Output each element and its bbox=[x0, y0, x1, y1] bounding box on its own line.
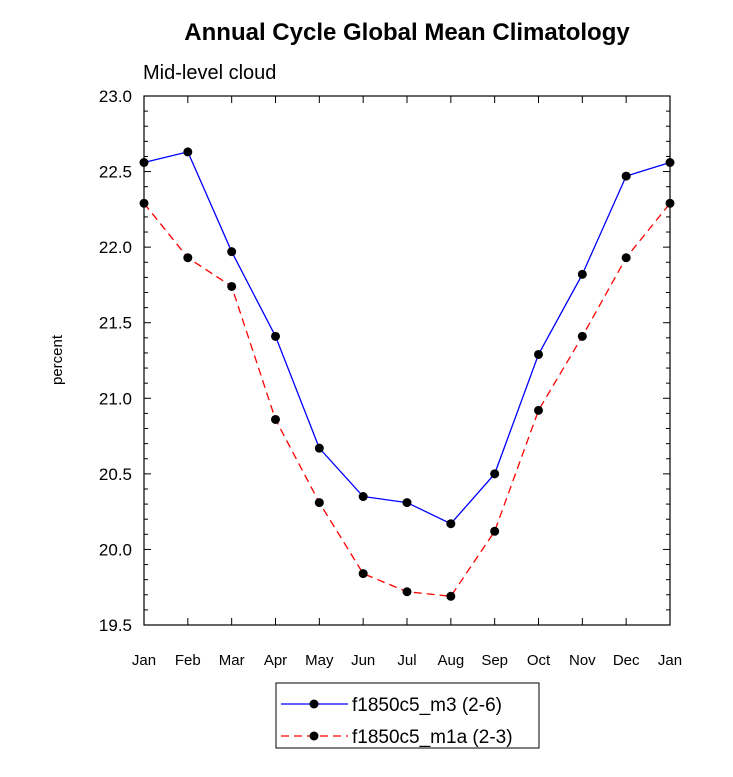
data-point bbox=[271, 414, 280, 424]
y-tick-label: 22.5 bbox=[99, 163, 132, 182]
data-point bbox=[665, 198, 675, 208]
data-point bbox=[314, 443, 324, 453]
axes: 19.5 20.0 20.5 21.0 21.5 22.0 22.5 23.0 Jan Feb Ma… bbox=[99, 87, 682, 669]
y-axis-label: percent bbox=[49, 334, 66, 385]
series-line-2 bbox=[143, 202, 671, 597]
data-point bbox=[227, 281, 237, 291]
data-point bbox=[490, 469, 500, 479]
y-tick-label: 20.0 bbox=[99, 540, 132, 559]
data-point bbox=[358, 569, 368, 579]
data-point bbox=[271, 331, 280, 341]
x-tick-label: Jan bbox=[658, 652, 682, 669]
data-point bbox=[358, 492, 368, 502]
x-tick-label: Nov bbox=[569, 652, 596, 669]
chart-title: Annual Cycle Global Mean Climatology bbox=[184, 19, 630, 46]
data-point bbox=[402, 587, 412, 597]
x-tick-label: Mar bbox=[219, 652, 245, 669]
data-point bbox=[621, 253, 631, 263]
data-point bbox=[577, 269, 587, 279]
data-point bbox=[490, 526, 500, 536]
legend-marker bbox=[309, 699, 319, 709]
x-tick-label: May bbox=[305, 652, 334, 669]
data-point bbox=[621, 171, 631, 181]
legend-label: f1850c5_m3 (2-6) bbox=[352, 695, 502, 716]
y-tick-label: 21.0 bbox=[99, 389, 132, 408]
plot-frame bbox=[143, 95, 671, 626]
data-point bbox=[446, 591, 456, 601]
x-tick-label: Oct bbox=[527, 652, 551, 669]
x-tick-label: Sep bbox=[481, 652, 508, 669]
data-point bbox=[446, 519, 456, 529]
y-tick-label: 19.5 bbox=[99, 616, 132, 635]
series-line-1 bbox=[143, 151, 671, 525]
x-tick-label: Jun bbox=[351, 652, 375, 669]
chart-subtitle: Mid-level cloud bbox=[143, 62, 276, 84]
x-tick-label: Jan bbox=[132, 652, 156, 669]
x-tick-label: Aug bbox=[437, 652, 464, 669]
legend-label: f1850c5_m1a (2-3) bbox=[352, 727, 513, 748]
data-point bbox=[314, 498, 324, 508]
x-tick-label: Apr bbox=[264, 652, 287, 669]
data-point bbox=[534, 349, 543, 359]
data-point bbox=[577, 331, 587, 341]
y-tick-label: 22.0 bbox=[99, 238, 132, 257]
data-point bbox=[183, 253, 193, 263]
x-tick-label: Feb bbox=[175, 652, 201, 669]
legend: f1850c5_m3 (2-6) f1850c5_m1a (2-3) bbox=[275, 682, 540, 749]
y-tick-label: 21.5 bbox=[99, 314, 132, 333]
y-tick-label: 23.0 bbox=[99, 87, 132, 106]
x-tick-label: Jul bbox=[397, 652, 416, 669]
data-point bbox=[227, 247, 237, 257]
data-point bbox=[183, 147, 193, 157]
data-point bbox=[139, 198, 149, 208]
legend-marker bbox=[309, 731, 319, 741]
data-point bbox=[139, 158, 149, 168]
data-point bbox=[402, 498, 412, 508]
y-tick-label: 20.5 bbox=[99, 465, 132, 484]
x-tick-label: Dec bbox=[613, 652, 640, 669]
series-layer bbox=[139, 147, 675, 601]
legend-box bbox=[275, 682, 540, 749]
data-point bbox=[665, 158, 675, 168]
data-point bbox=[534, 405, 543, 415]
